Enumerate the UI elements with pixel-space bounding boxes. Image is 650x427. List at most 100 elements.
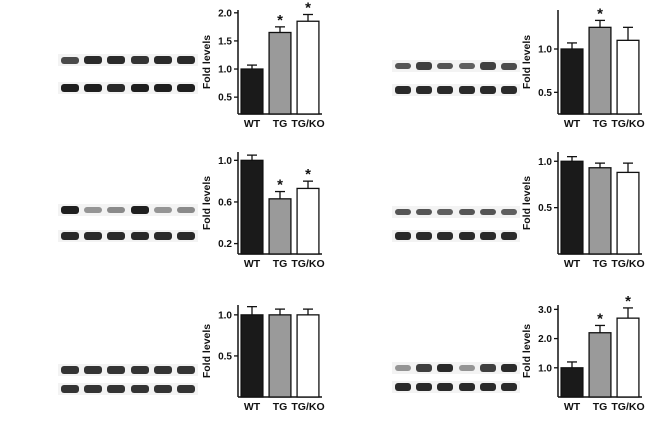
blot-band: [416, 232, 432, 240]
blot-band: [107, 56, 125, 64]
x-tick-label: TG/KO: [611, 118, 644, 130]
blot-band: [177, 232, 195, 240]
blot-band: [501, 383, 517, 391]
blot-strip-a-1: [58, 82, 198, 94]
blot-band: [61, 206, 79, 214]
blot-band: [480, 209, 496, 216]
x-tick-label: TG: [593, 118, 608, 130]
blot-band: [131, 385, 149, 392]
blot-strip-d-1: [392, 230, 520, 242]
blot-band: [501, 232, 517, 240]
bar-tg-ko: [617, 40, 639, 114]
x-tick-label: TG/KO: [291, 118, 324, 130]
x-tick-label: WT: [244, 401, 261, 413]
x-tick-label: WT: [564, 401, 581, 413]
blot-band: [177, 366, 195, 373]
bar-chart-e: 0.5 1.0 Fold levels WT TG TG/KO: [238, 305, 322, 417]
blot-band: [459, 232, 475, 240]
blot-band: [416, 364, 432, 371]
significance-star: *: [625, 293, 631, 310]
blot-strip-f-1: [392, 381, 520, 393]
blot-band: [177, 385, 195, 392]
blot-band: [154, 232, 172, 240]
significance-star: *: [305, 166, 311, 183]
bar-tg-ko: [617, 318, 639, 397]
blot-band: [480, 364, 496, 371]
y-tick-label: 1.0: [218, 156, 232, 167]
blot-band: [416, 383, 432, 391]
y-tick-label: 1.0: [538, 45, 552, 56]
blot-band: [395, 63, 411, 70]
y-tick-label: 0.5: [538, 203, 552, 214]
blot-band: [480, 62, 496, 69]
blot-strip-a-0: [58, 54, 198, 66]
x-tick-label: WT: [564, 118, 581, 130]
y-axis-label: Fold levels: [521, 324, 533, 378]
y-tick-label: 1.0: [538, 363, 552, 374]
blot-band: [84, 56, 102, 64]
blot-band: [84, 366, 102, 373]
blot-band: [177, 207, 195, 213]
significance-star: *: [597, 5, 603, 22]
blot-band: [437, 232, 453, 240]
blot-band: [61, 385, 79, 392]
blot-band: [84, 84, 102, 92]
x-tick-label: TG: [273, 258, 288, 270]
blot-band: [154, 385, 172, 392]
x-tick-label: TG/KO: [291, 258, 324, 270]
blot-band: [480, 86, 496, 94]
blot-band: [501, 209, 517, 216]
y-tick-label: 3.0: [538, 305, 552, 316]
y-axis-label: Fold levels: [521, 176, 533, 230]
blot-strip-f-0: [392, 362, 520, 374]
blot-band: [154, 56, 172, 64]
significance-star: *: [597, 310, 603, 327]
blot-band: [84, 207, 102, 213]
bar-tg-ko: [297, 188, 319, 254]
bar-chart-d: 0.5 1.0 Fold levels WT TG TG/KO: [558, 152, 642, 274]
blot-band: [480, 383, 496, 391]
significance-star: *: [277, 12, 283, 29]
x-tick-label: TG: [593, 258, 608, 270]
blot-band: [154, 207, 172, 213]
blot-strip-d-0: [392, 206, 520, 218]
blot-band: [459, 209, 475, 216]
blot-band: [416, 209, 432, 216]
blot-band: [395, 209, 411, 216]
bar-wt: [241, 315, 263, 397]
blot-band: [437, 86, 453, 94]
y-tick-label: 2.0: [218, 8, 232, 19]
bar-tg-ko: [297, 315, 319, 397]
y-tick-label: 0.5: [218, 93, 232, 104]
x-tick-label: TG/KO: [611, 258, 644, 270]
y-axis-label: Fold levels: [201, 176, 213, 230]
x-tick-label: TG/KO: [291, 401, 324, 413]
blot-band: [480, 232, 496, 240]
significance-star: *: [305, 0, 311, 16]
blot-band: [501, 364, 517, 372]
blot-band: [131, 232, 149, 240]
blot-band: [107, 232, 125, 240]
blot-band: [437, 209, 453, 216]
blot-band: [107, 366, 125, 373]
blot-band: [395, 232, 411, 240]
y-tick-label: 1.5: [218, 36, 232, 47]
blot-band: [131, 206, 149, 214]
x-tick-label: WT: [564, 258, 581, 270]
blot-band: [416, 86, 432, 94]
bar-tg: [589, 168, 611, 254]
blot-band: [131, 84, 149, 92]
blot-band: [501, 86, 517, 94]
blot-band: [84, 385, 102, 392]
bar-tg: [589, 333, 611, 397]
blot-strip-e-0: [58, 364, 198, 376]
y-tick-label: 0.6: [218, 197, 232, 208]
y-tick-label: 1.0: [218, 310, 232, 321]
blot-band: [459, 383, 475, 391]
blot-band: [107, 385, 125, 392]
blot-band: [395, 365, 411, 371]
x-tick-label: TG/KO: [611, 401, 644, 413]
blot-band: [84, 232, 102, 240]
blot-strip-b-1: [392, 84, 520, 96]
blot-band: [459, 63, 475, 70]
